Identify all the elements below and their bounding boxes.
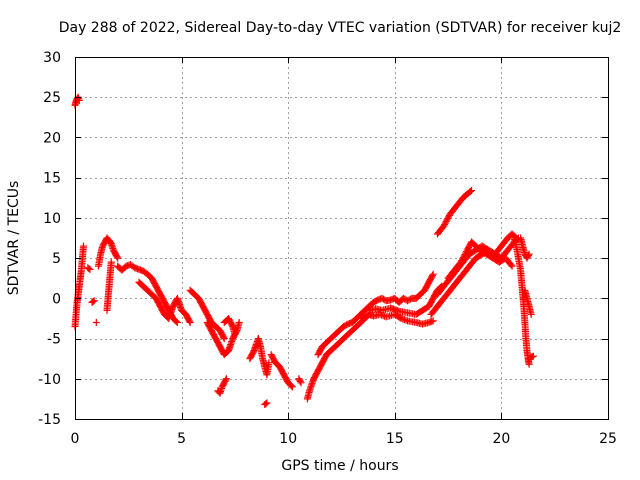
data-point — [287, 382, 295, 390]
data-point — [220, 333, 228, 341]
data-point — [379, 312, 387, 320]
data-point — [228, 321, 236, 329]
data-point — [529, 352, 537, 360]
data-points — [71, 93, 537, 409]
data-point — [457, 258, 465, 266]
data-point — [263, 399, 271, 407]
data-point — [173, 318, 181, 326]
data-point — [85, 265, 93, 273]
data-point — [440, 222, 448, 230]
data-point — [80, 242, 88, 250]
data-point — [235, 318, 243, 326]
data-point — [429, 270, 437, 278]
data-point — [468, 187, 476, 195]
data-point — [458, 255, 466, 263]
y-tick-label: 20 — [43, 130, 61, 146]
data-point — [185, 317, 193, 325]
data-point — [525, 250, 533, 258]
data-point — [231, 331, 239, 339]
data-point — [89, 298, 97, 306]
data-point — [288, 383, 296, 391]
x-tick-label: 0 — [71, 431, 80, 447]
data-point — [442, 217, 450, 225]
x-tick-label: 15 — [386, 431, 404, 447]
data-point — [459, 254, 467, 262]
data-point — [262, 400, 270, 408]
data-point — [75, 96, 83, 104]
x-tick-label: 25 — [599, 431, 617, 447]
data-point — [113, 253, 121, 261]
x-tick-label: 10 — [279, 431, 297, 447]
data-point — [462, 249, 470, 257]
x-axis-label: GPS time / hours — [281, 458, 398, 474]
y-tick-label: 10 — [43, 211, 61, 227]
data-point — [265, 359, 273, 367]
y-tick-label: 25 — [43, 90, 61, 106]
data-point — [445, 213, 453, 221]
y-tick-label: -10 — [38, 372, 61, 388]
data-point — [428, 272, 436, 280]
data-point — [507, 261, 515, 269]
y-tick-label: -5 — [47, 332, 61, 348]
data-point — [220, 335, 228, 343]
data-point — [444, 214, 452, 222]
data-point — [107, 258, 115, 266]
data-point — [222, 375, 230, 383]
data-point — [461, 251, 469, 259]
data-point — [466, 187, 474, 195]
data-point — [172, 317, 180, 325]
data-point — [458, 257, 466, 265]
data-point — [186, 318, 194, 326]
data-point — [508, 262, 516, 270]
y-tick-label: 30 — [43, 50, 61, 66]
plot-frame — [75, 57, 609, 420]
data-point — [400, 316, 408, 324]
y-tick-label: 5 — [52, 251, 61, 267]
data-point — [399, 315, 407, 323]
y-tick-label: 15 — [43, 171, 61, 187]
y-tick-label: 0 — [52, 291, 61, 307]
data-point — [92, 318, 100, 326]
data-point — [441, 220, 449, 228]
data-point — [90, 297, 98, 305]
chart-title: Day 288 of 2022, Sidereal Day-to-day VTE… — [59, 20, 622, 36]
data-point — [402, 316, 410, 324]
data-point — [296, 377, 304, 385]
data-point — [460, 252, 468, 260]
data-point — [441, 219, 449, 227]
x-tick-label: 5 — [177, 431, 186, 447]
x-tick-label: 20 — [492, 431, 510, 447]
data-point — [524, 251, 532, 259]
axes: 0 5 10 15 20 25 -15 -10 -5 0 5 10 15 20 25 30 — [38, 50, 617, 447]
data-point — [86, 265, 94, 273]
data-point — [222, 376, 230, 384]
data-point — [443, 216, 451, 224]
data-point — [297, 379, 305, 387]
data-point — [527, 310, 535, 318]
y-axis-label: SDTVAR / TECUs — [6, 181, 22, 296]
y-tick-label: -15 — [38, 412, 61, 428]
data-point — [397, 314, 405, 322]
data-point — [114, 254, 122, 262]
data-point — [429, 317, 437, 325]
